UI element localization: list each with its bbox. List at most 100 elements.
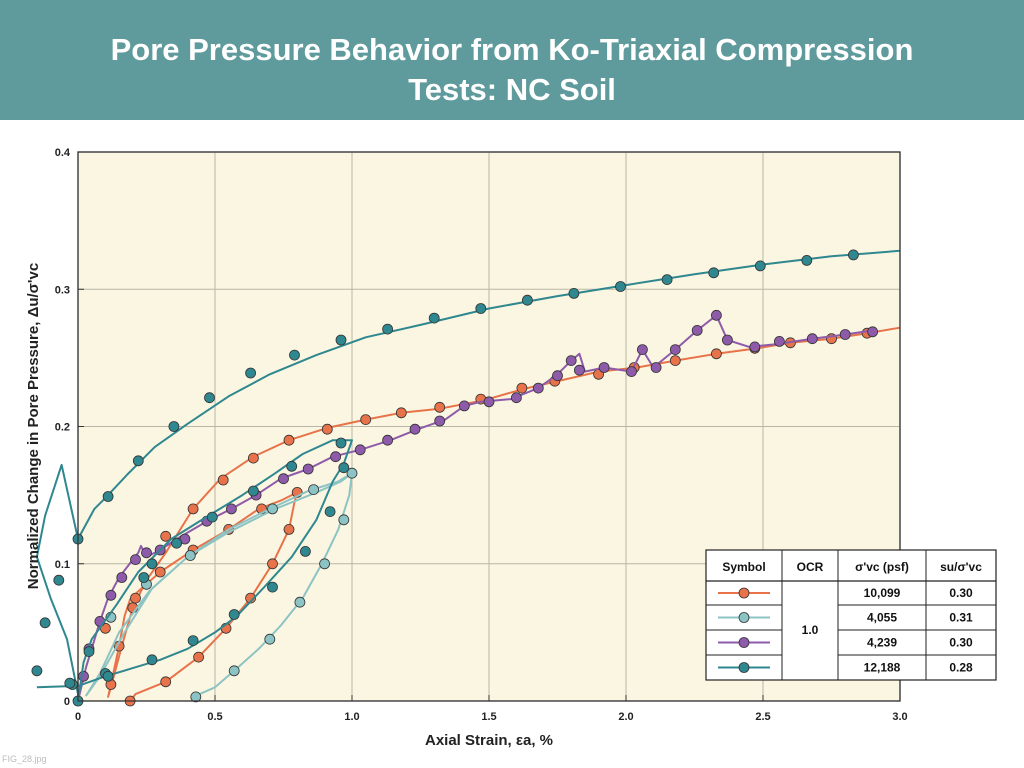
data-point xyxy=(184,550,196,561)
data-point xyxy=(848,249,859,261)
data-point xyxy=(574,364,585,376)
data-point xyxy=(267,503,278,515)
legend-su-1: 0.30 xyxy=(949,586,973,600)
data-point xyxy=(324,506,336,518)
data-point xyxy=(516,382,528,394)
data-point xyxy=(228,609,240,620)
data-point xyxy=(308,484,320,496)
title-line-2: Tests: NC Soil xyxy=(408,72,616,107)
data-point xyxy=(264,633,276,645)
data-point xyxy=(867,326,878,338)
data-point xyxy=(141,547,152,559)
data-point xyxy=(228,665,240,677)
x-tick-label: 3.0 xyxy=(892,711,907,723)
legend-su-4: 0.28 xyxy=(949,661,973,675)
data-point xyxy=(650,362,662,373)
legend-su-2: 0.31 xyxy=(949,611,973,625)
legend-sigma-4: 12,188 xyxy=(864,661,901,675)
data-point xyxy=(187,635,199,646)
data-point xyxy=(483,396,495,408)
series-line-2 xyxy=(85,472,353,698)
data-point xyxy=(302,463,314,475)
x-tick-label: 0 xyxy=(75,711,81,723)
data-point xyxy=(160,676,172,688)
data-point xyxy=(283,434,295,446)
title-line-1: Pore Pressure Behavior from Ko-Triaxial … xyxy=(110,32,914,67)
data-point xyxy=(171,537,183,549)
legend-marker-4 xyxy=(738,662,750,673)
data-point xyxy=(434,401,446,413)
data-point xyxy=(283,524,295,535)
data-point xyxy=(225,503,237,515)
page-title: Pore Pressure Behavior from Ko-Triaxial … xyxy=(0,30,1024,110)
y-axis-label: Normalized Change in Pore Pressure, Δu/σ… xyxy=(25,263,42,589)
data-point xyxy=(247,485,259,497)
data-point xyxy=(754,260,766,272)
data-point xyxy=(102,670,114,682)
x-axis-label: Axial Strain, εa, % xyxy=(425,732,553,749)
data-point xyxy=(105,589,117,601)
data-point xyxy=(245,367,257,379)
legend-header-su-ratio: su/σ'vc xyxy=(940,560,982,574)
data-point xyxy=(532,382,544,394)
data-point xyxy=(278,473,289,485)
data-point xyxy=(217,474,229,486)
data-point xyxy=(354,444,366,456)
series-group xyxy=(31,249,901,707)
data-point xyxy=(806,333,818,345)
data-point xyxy=(132,455,144,467)
legend-marker-2 xyxy=(738,612,750,623)
data-point xyxy=(458,400,470,412)
legend-sigma-1: 10,099 xyxy=(864,586,901,600)
data-point xyxy=(335,437,347,449)
data-point xyxy=(615,281,626,292)
axis-ticks: 0 0.5 1.0 1.5 2.0 2.5 3.0 0 0.1 0.2 0.3 0.4 xyxy=(55,147,908,723)
y-tick-label: 0 xyxy=(64,696,70,708)
data-point xyxy=(382,323,394,335)
data-point xyxy=(338,462,350,474)
legend-sigma-2: 4,055 xyxy=(867,611,897,625)
data-point xyxy=(130,554,141,565)
data-point xyxy=(711,309,722,321)
data-point xyxy=(31,665,43,677)
data-point xyxy=(774,335,785,347)
data-point xyxy=(708,267,720,279)
data-point xyxy=(511,392,522,404)
x-tick-label: 2.5 xyxy=(755,711,770,723)
x-tick-label: 2.0 xyxy=(618,711,633,723)
data-point xyxy=(204,392,215,404)
pore-pressure-chart: 0 0.5 1.0 1.5 2.0 2.5 3.0 0 0.1 0.2 0.3 0.4 Symbol O… xyxy=(25,147,997,749)
data-point xyxy=(338,514,350,526)
data-point xyxy=(428,312,440,324)
legend-su-3: 0.30 xyxy=(949,636,973,650)
y-tick-label: 0.4 xyxy=(55,147,71,159)
legend-marker-1 xyxy=(738,587,750,599)
data-point xyxy=(53,574,65,586)
data-point xyxy=(138,572,150,583)
data-point xyxy=(190,691,202,703)
data-point xyxy=(568,287,580,299)
header-banner xyxy=(0,0,1024,120)
data-point xyxy=(801,254,813,266)
data-point xyxy=(193,651,205,663)
data-point xyxy=(669,355,681,367)
data-point xyxy=(160,530,172,542)
data-point xyxy=(245,592,257,604)
legend-ocr-value: 1.0 xyxy=(802,623,819,637)
data-point xyxy=(409,423,421,435)
data-point xyxy=(102,491,114,502)
data-point xyxy=(78,670,89,682)
data-point xyxy=(346,467,358,479)
y-tick-label: 0.2 xyxy=(55,422,70,434)
data-point xyxy=(335,334,347,346)
data-point xyxy=(475,303,487,314)
data-point xyxy=(146,654,158,666)
data-point xyxy=(360,414,372,426)
y-tick-label: 0.1 xyxy=(55,559,70,571)
x-tick-label: 1.5 xyxy=(481,711,496,723)
legend-header-sigma: σ'vc (psf) xyxy=(855,560,909,574)
data-point xyxy=(395,407,407,419)
data-point xyxy=(722,334,733,346)
data-point xyxy=(267,558,278,570)
data-point xyxy=(247,452,259,464)
